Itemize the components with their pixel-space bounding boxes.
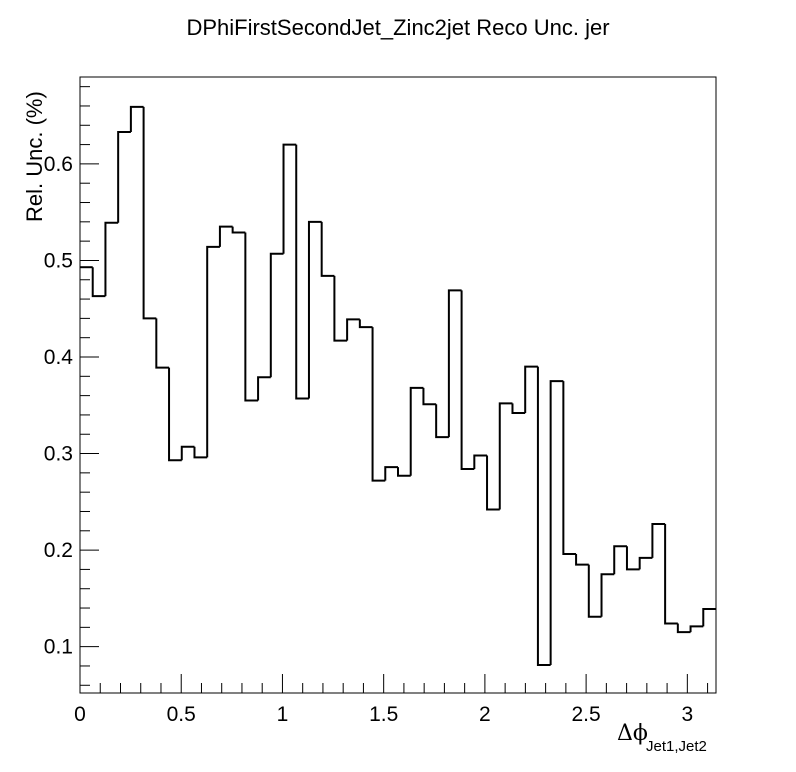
histogram-bin [269, 252, 284, 378]
histogram-bin [384, 466, 398, 481]
histogram-bin [218, 225, 233, 247]
plot-frame [79, 76, 717, 694]
x-tick-label: 0 [74, 703, 86, 726]
histogram-bin [282, 143, 297, 254]
y-tick-label: 0.1 [44, 636, 73, 659]
histogram-bin [91, 267, 106, 298]
histogram-bin [295, 144, 309, 400]
histogram-bin [409, 386, 424, 476]
histogram-bin [435, 404, 449, 439]
histogram-bin [486, 455, 500, 511]
histogram-bin [231, 226, 246, 234]
histogram-bin [613, 545, 627, 575]
histogram-bin [562, 381, 577, 555]
x-tick-label: 1 [277, 703, 289, 726]
x-tick-label: 2.5 [572, 703, 601, 726]
histogram-bin [625, 546, 640, 571]
histogram-bin [117, 131, 131, 223]
histogram-bin [498, 402, 513, 510]
histogram-bin [104, 221, 119, 297]
x-tick-label: 2 [479, 703, 491, 726]
y-tick-label: 0.6 [44, 153, 73, 176]
histogram-bin [257, 376, 271, 401]
y-axis-ticks [80, 86, 99, 686]
y-tick-label: 0.3 [44, 443, 73, 466]
histogram-bin [193, 446, 208, 459]
histogram-bin [358, 319, 373, 329]
histogram-bin [320, 221, 335, 277]
histogram-bin [346, 318, 360, 341]
histogram-bin [447, 289, 462, 438]
x-axis-label: Δϕ Jet1,Jet2 [617, 721, 707, 755]
histogram-bin [473, 454, 488, 469]
histogram-bin [536, 366, 551, 666]
histogram-bin [371, 327, 386, 482]
y-tick-label: 0.2 [44, 539, 73, 562]
histogram-bin [702, 608, 716, 627]
histogram-bin [333, 275, 348, 342]
histogram-bins [80, 105, 716, 666]
histogram-bin [549, 380, 564, 665]
x-axis-ticks [79, 674, 709, 693]
y-axis-tick-labels: 0.1 0.2 0.3 0.4 0.5 0.6 [44, 153, 74, 659]
histogram-bin [651, 523, 666, 558]
histogram-bin [397, 467, 411, 477]
histogram-bin [460, 290, 475, 470]
histogram-bin [422, 387, 437, 406]
x-tick-label: 3 [681, 703, 693, 726]
histogram-bin [575, 553, 589, 566]
x-axis-tick-labels: 0 0.5 1 1.5 2 2.5 3 [74, 703, 693, 726]
y-tick-label: 0.5 [44, 249, 73, 272]
histogram-bin [524, 365, 538, 413]
histogram-bin [600, 573, 615, 617]
histogram-bin [664, 524, 678, 625]
histogram-bin [638, 556, 653, 570]
histogram-bin [180, 445, 195, 461]
chart-title: DPhiFirstSecondJet_Zinc2jet Reco Unc. je… [186, 15, 609, 40]
x-tick-label: 1.5 [369, 703, 398, 726]
histogram-bin [129, 105, 144, 133]
histogram-bin [155, 318, 170, 369]
histogram-bin [587, 564, 602, 618]
x-tick-label: 0.5 [167, 703, 196, 726]
y-tick-label: 0.4 [44, 346, 74, 369]
histogram-bin [307, 220, 322, 399]
x-axis-label-subscript: Jet1,Jet2 [646, 738, 707, 755]
y-axis-label: Rel. Unc. (%) [22, 91, 47, 222]
x-axis-label-symbol: Δϕ [617, 721, 648, 746]
histogram-bin [168, 367, 182, 462]
histogram-bin [689, 625, 704, 633]
histogram-bin [206, 245, 220, 458]
histogram-bin [244, 232, 259, 402]
histogram-bin [676, 623, 691, 634]
histogram-bin [142, 106, 157, 320]
histogram-bin [511, 403, 526, 414]
